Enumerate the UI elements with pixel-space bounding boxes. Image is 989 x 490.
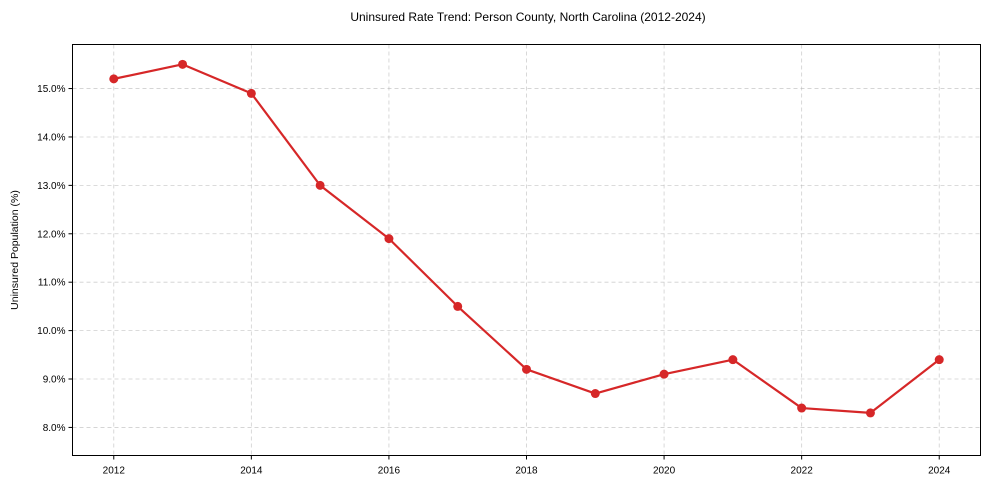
- y-tick-label: 15.0%: [37, 84, 65, 95]
- grid-lines: [72, 44, 981, 456]
- data-point-marker: [865, 408, 875, 418]
- data-point-marker: [246, 88, 256, 98]
- y-tick-label: 13.0%: [37, 181, 65, 192]
- y-axis-label: Uninsured Population (%): [9, 190, 21, 310]
- x-tick-label: 2020: [653, 466, 676, 477]
- y-tick-label: 11.0%: [38, 278, 66, 289]
- x-tick-label: 2016: [378, 466, 401, 477]
- x-tick-label: 2018: [515, 466, 538, 477]
- data-point-marker: [728, 355, 738, 365]
- y-axis-ticks: 8.0% 9.0% 10.0% 11.0% 12.0% 13.0% 14.0% 15.0%: [37, 84, 73, 434]
- x-tick-label: 2024: [928, 466, 951, 477]
- data-point-marker: [453, 301, 463, 311]
- x-tick-label: 2022: [791, 466, 814, 477]
- data-point-marker: [659, 369, 669, 379]
- y-tick-label: 14.0%: [37, 132, 65, 143]
- data-series: [109, 59, 944, 418]
- data-point-marker: [522, 364, 531, 374]
- data-point-marker: [315, 180, 325, 190]
- data-point-marker: [797, 403, 807, 413]
- data-point-marker: [590, 389, 600, 399]
- data-point-marker: [934, 355, 944, 365]
- data-point-marker: [109, 74, 119, 84]
- chart-title: Uninsured Rate Trend: Person County, Nor…: [350, 10, 705, 24]
- data-point-marker: [384, 234, 394, 244]
- y-tick-label: 10.0%: [37, 326, 65, 337]
- x-axis-ticks: 2012 2014 2016 2018 2020 2022 2024: [103, 455, 951, 477]
- data-point-marker: [178, 59, 188, 69]
- y-tick-label: 8.0%: [43, 423, 66, 434]
- x-tick-label: 2014: [240, 466, 263, 477]
- y-tick-label: 12.0%: [37, 229, 65, 240]
- x-tick-label: 2012: [103, 466, 126, 477]
- y-tick-label: 9.0%: [43, 375, 66, 386]
